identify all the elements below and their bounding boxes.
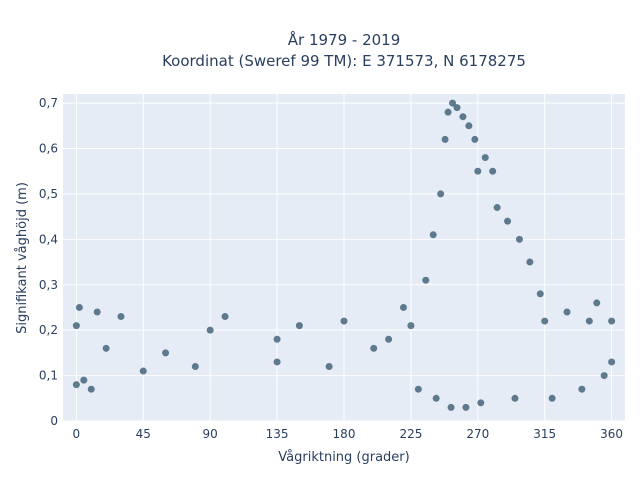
chart-title-line-2: Koordinat (Sweref 99 TM): E 371573, N 61… <box>162 52 526 70</box>
scatter-point <box>593 299 601 307</box>
scatter-point <box>340 317 348 325</box>
scatter-point <box>465 122 473 130</box>
scatter-point <box>447 403 455 411</box>
scatter-point <box>75 303 83 311</box>
scatter-point <box>608 358 616 366</box>
scatter-point <box>489 167 497 175</box>
scatter-point <box>526 258 534 266</box>
scatter-point <box>273 358 281 366</box>
y-tick-label: 0,3 <box>39 278 58 292</box>
scatter-point <box>80 376 88 384</box>
scatter-point <box>407 322 415 330</box>
scatter-point <box>162 349 170 357</box>
scatter-point <box>504 217 512 225</box>
scatter-point <box>206 326 214 334</box>
y-tick-label: 0,1 <box>39 369 58 383</box>
x-tick-label: 270 <box>466 427 489 441</box>
y-axis-ticks: 0 0,1 0,2 0,3 0,4 0,5 0,6 0,7 <box>39 96 58 428</box>
scatter-point <box>437 190 445 198</box>
scatter-point <box>541 317 549 325</box>
x-tick-label: 180 <box>333 427 356 441</box>
scatter-point <box>536 290 544 298</box>
scatter-point <box>441 135 449 143</box>
chart-title-line-1: År 1979 - 2019 <box>288 30 401 49</box>
scatter-point <box>471 135 479 143</box>
scatter-point <box>578 385 586 393</box>
x-tick-label: 45 <box>136 427 151 441</box>
y-tick-label: 0,5 <box>39 187 58 201</box>
scatter-point <box>453 104 461 112</box>
y-tick-label: 0,2 <box>39 323 58 337</box>
scatter-point <box>563 308 571 316</box>
scatter-point <box>493 204 501 212</box>
scatter-point <box>87 385 95 393</box>
x-tick-label: 90 <box>203 427 218 441</box>
scatter-point <box>477 399 485 407</box>
scatter-point <box>459 113 467 121</box>
scatter-point <box>370 344 378 352</box>
scatter-point <box>139 367 147 375</box>
x-axis-ticks: 0 45 90 135 180 225 270 315 360 <box>73 427 624 441</box>
scatter-point <box>600 372 608 380</box>
gridlines <box>63 94 625 422</box>
x-tick-label: 360 <box>600 427 623 441</box>
scatter-point <box>273 335 281 343</box>
scatter-point <box>429 231 437 239</box>
scatter-point <box>117 313 125 321</box>
scatter-point <box>462 403 470 411</box>
scatter-point <box>432 394 440 402</box>
scatter-point <box>385 335 393 343</box>
scatter-point <box>481 154 489 162</box>
y-tick-label: 0,7 <box>39 96 58 110</box>
scatter-point <box>102 344 110 352</box>
y-tick-label: 0 <box>50 414 58 428</box>
scatter-point <box>295 322 303 330</box>
scatter-point <box>474 167 482 175</box>
scatter-point <box>221 313 229 321</box>
scatter-point <box>449 99 457 107</box>
scatter-point <box>93 308 101 316</box>
x-tick-label: 135 <box>266 427 289 441</box>
scatter-point <box>399 303 407 311</box>
y-tick-label: 0,4 <box>39 232 58 246</box>
scatter-point <box>548 394 556 402</box>
scatter-point <box>191 363 199 370</box>
scatter-point <box>422 276 430 284</box>
scatter-point <box>325 363 333 370</box>
scatter-point <box>511 394 519 402</box>
scatter-point <box>414 385 422 393</box>
x-tick-label: 225 <box>399 427 422 441</box>
scatter-point <box>72 381 80 389</box>
scatter-point <box>608 317 616 325</box>
scatter-point <box>585 317 593 325</box>
y-axis-title: Signifikant våghöjd (m) <box>15 182 30 334</box>
scatter-point <box>515 235 523 243</box>
y-tick-label: 0,6 <box>39 142 58 156</box>
scatter-points <box>72 99 616 411</box>
x-axis-title: Vågriktning (grader) <box>278 450 409 465</box>
x-tick-label: 0 <box>73 427 81 441</box>
scatter-point <box>444 108 452 116</box>
scatter-point <box>72 322 80 330</box>
x-tick-label: 315 <box>533 427 556 441</box>
